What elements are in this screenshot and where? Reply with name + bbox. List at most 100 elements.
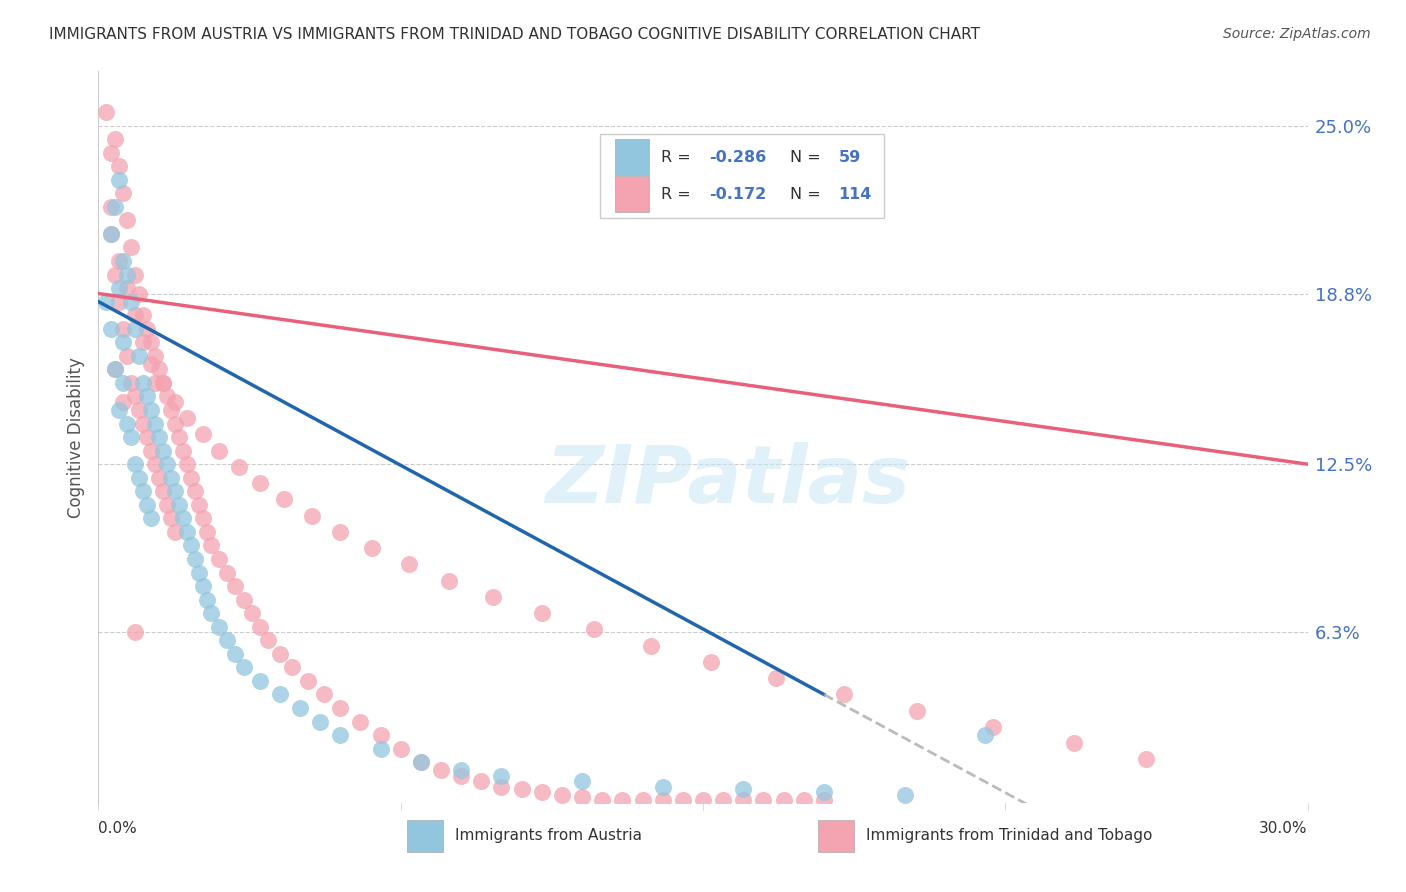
Point — [269, 688, 291, 702]
Point — [132, 484, 155, 499]
Point — [193, 579, 215, 593]
Point — [100, 322, 122, 336]
Point — [974, 728, 997, 742]
Point — [107, 281, 129, 295]
Point — [1135, 752, 1157, 766]
Point — [551, 788, 574, 802]
Point — [711, 793, 734, 807]
Bar — [818, 820, 855, 852]
Point — [115, 417, 138, 431]
Point — [176, 457, 198, 471]
Point — [160, 511, 183, 525]
Point — [370, 741, 392, 756]
Point — [115, 349, 138, 363]
Point — [160, 471, 183, 485]
Point — [240, 606, 263, 620]
Point — [430, 764, 453, 778]
Point — [156, 389, 179, 403]
Point — [115, 213, 138, 227]
Point — [128, 471, 150, 485]
Point — [793, 793, 815, 807]
Point — [1063, 736, 1085, 750]
Text: ZIPatlas: ZIPatlas — [544, 442, 910, 520]
Point — [672, 793, 695, 807]
Point — [491, 769, 513, 783]
Point — [115, 281, 138, 295]
Text: 59: 59 — [838, 150, 860, 165]
Point — [160, 403, 183, 417]
Point — [482, 590, 505, 604]
Point — [128, 286, 150, 301]
Point — [269, 647, 291, 661]
Point — [120, 240, 142, 254]
Point — [772, 793, 794, 807]
Point — [96, 105, 118, 120]
Point — [314, 688, 336, 702]
Point — [193, 511, 215, 525]
Point — [107, 403, 129, 417]
Point — [139, 511, 162, 525]
Point — [96, 294, 118, 309]
Point — [571, 774, 593, 789]
Point — [288, 701, 311, 715]
Point — [124, 625, 146, 640]
Point — [232, 592, 254, 607]
Text: N =: N = — [790, 150, 825, 165]
Point — [200, 538, 222, 552]
Point — [156, 457, 179, 471]
Point — [256, 633, 278, 648]
Point — [297, 673, 319, 688]
Point — [370, 728, 392, 742]
Point — [249, 673, 271, 688]
Point — [148, 362, 170, 376]
Point — [813, 793, 835, 807]
Point — [832, 688, 855, 702]
Point — [249, 620, 271, 634]
Point — [361, 541, 384, 556]
Point — [103, 268, 125, 282]
Point — [139, 403, 162, 417]
Point — [450, 764, 472, 778]
Point — [120, 376, 142, 390]
Point — [124, 322, 146, 336]
Point — [152, 376, 174, 390]
Bar — [614, 176, 648, 212]
Point — [111, 395, 134, 409]
Point — [176, 411, 198, 425]
Point — [163, 417, 186, 431]
Point — [180, 471, 202, 485]
Text: N =: N = — [790, 186, 825, 202]
Point — [733, 782, 755, 797]
Point — [100, 145, 122, 160]
Point — [208, 552, 231, 566]
Point — [193, 427, 215, 442]
Point — [651, 780, 673, 794]
Point — [172, 443, 194, 458]
Point — [208, 620, 231, 634]
Point — [765, 671, 787, 685]
Point — [124, 457, 146, 471]
Point — [981, 720, 1004, 734]
Text: R =: R = — [661, 150, 696, 165]
Point — [143, 376, 166, 390]
Bar — [614, 139, 648, 176]
Point — [135, 430, 157, 444]
Point — [180, 538, 202, 552]
Point — [281, 660, 304, 674]
Point — [188, 566, 211, 580]
Point — [184, 484, 207, 499]
Point — [249, 476, 271, 491]
Point — [128, 403, 150, 417]
Point — [409, 755, 432, 769]
Y-axis label: Cognitive Disability: Cognitive Disability — [66, 357, 84, 517]
Point — [139, 335, 162, 350]
Point — [135, 498, 157, 512]
Point — [893, 788, 915, 802]
Point — [100, 200, 122, 214]
Point — [733, 793, 755, 807]
Point — [124, 389, 146, 403]
Point — [111, 254, 134, 268]
Point — [163, 524, 186, 539]
Point — [640, 639, 662, 653]
Point — [103, 362, 125, 376]
